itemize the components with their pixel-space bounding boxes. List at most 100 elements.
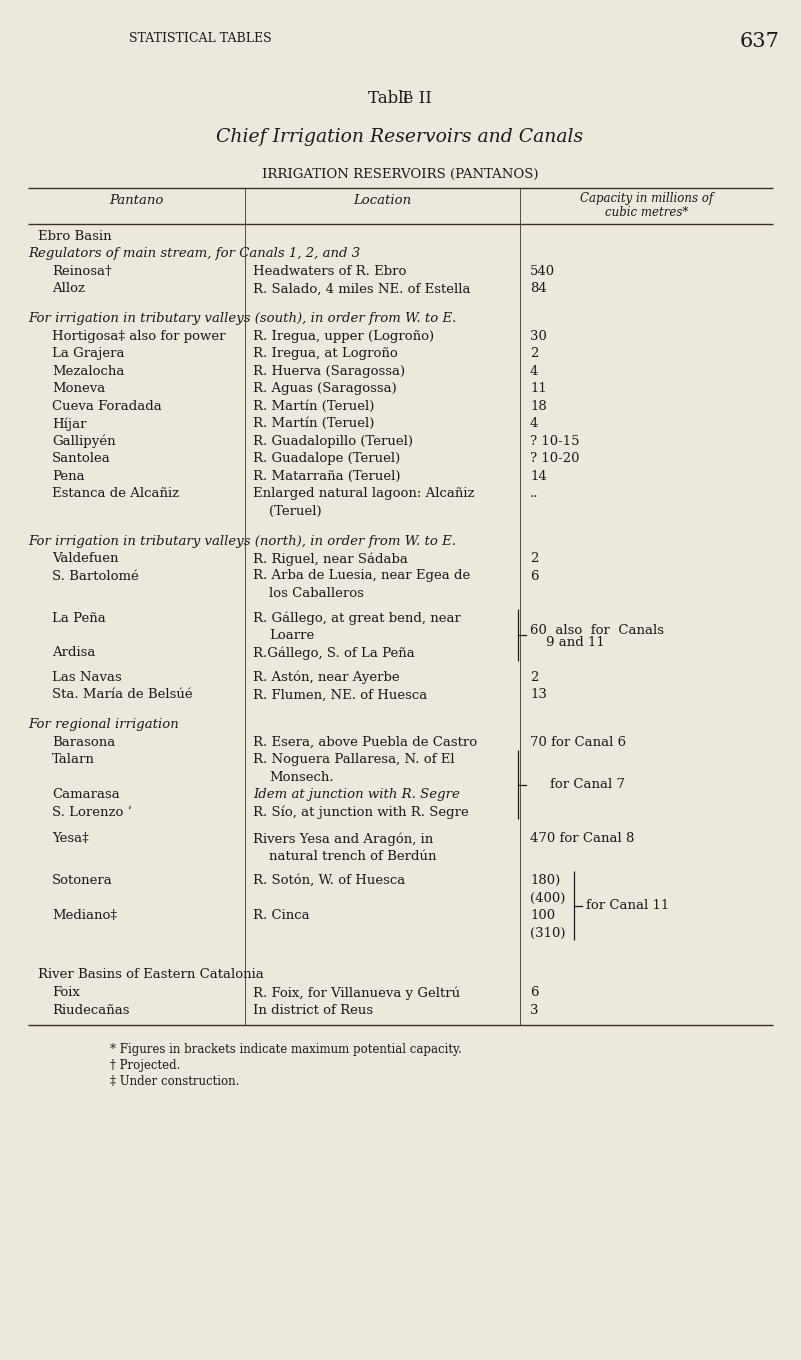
Text: Ardisa: Ardisa: [52, 646, 95, 660]
Text: R. Sotón, W. of Huesca: R. Sotón, W. of Huesca: [253, 874, 405, 887]
Text: R. Salado, 4 miles NE. of Estella: R. Salado, 4 miles NE. of Estella: [253, 283, 470, 295]
Text: 3: 3: [530, 1004, 538, 1016]
Text: Rivers Yesa and Aragón, in: Rivers Yesa and Aragón, in: [253, 832, 433, 846]
Text: La Grajera: La Grajera: [52, 347, 124, 360]
Text: T: T: [400, 90, 411, 107]
Text: R. Martín (Teruel): R. Martín (Teruel): [253, 418, 374, 430]
Text: 4: 4: [530, 418, 538, 430]
Text: 13: 13: [530, 688, 547, 702]
Text: 2: 2: [530, 670, 538, 684]
Text: R. Esera, above Puebla de Castro: R. Esera, above Puebla de Castro: [253, 736, 477, 749]
Text: La Peña: La Peña: [52, 612, 106, 624]
Text: R. Guadalopillo (Teruel): R. Guadalopillo (Teruel): [253, 435, 413, 447]
Text: ? 10-15: ? 10-15: [530, 435, 579, 447]
Text: 2: 2: [530, 347, 538, 360]
Text: R. Arba de Luesia, near Egea de: R. Arba de Luesia, near Egea de: [253, 570, 470, 582]
Text: STATISTICAL TABLES: STATISTICAL TABLES: [129, 33, 272, 45]
Text: R. Iregua, at Logroño: R. Iregua, at Logroño: [253, 347, 398, 360]
Text: 9 and 11: 9 and 11: [546, 636, 605, 650]
Text: Loarre: Loarre: [269, 628, 314, 642]
Text: Talarn: Talarn: [52, 753, 95, 766]
Text: Riudecañas: Riudecañas: [52, 1004, 130, 1016]
Text: S. Lorenzo ‘: S. Lorenzo ‘: [52, 805, 132, 819]
Text: R. Flumen, NE. of Huesca: R. Flumen, NE. of Huesca: [253, 688, 427, 702]
Text: For irrigation in tributary valleys (north), in order from W. to E.: For irrigation in tributary valleys (nor…: [28, 534, 456, 548]
Text: cubic metres*: cubic metres*: [605, 205, 688, 219]
Text: 2: 2: [530, 552, 538, 564]
Text: R. Guadalope (Teruel): R. Guadalope (Teruel): [253, 453, 400, 465]
Text: 6: 6: [530, 986, 538, 1000]
Text: Moneva: Moneva: [52, 382, 105, 396]
Text: R. Matarraña (Teruel): R. Matarraña (Teruel): [253, 469, 400, 483]
Text: 11: 11: [530, 382, 547, 396]
Text: 470 for Canal 8: 470 for Canal 8: [530, 832, 634, 845]
Text: (Teruel): (Teruel): [269, 505, 322, 518]
Text: Camarasa: Camarasa: [52, 789, 120, 801]
Text: R. Noguera Pallaresa, N. of El: R. Noguera Pallaresa, N. of El: [253, 753, 455, 766]
Text: Alloz: Alloz: [52, 283, 85, 295]
Text: R. Astón, near Ayerbe: R. Astón, near Ayerbe: [253, 670, 400, 684]
Text: Regulators of main stream, for Canals 1, 2, and 3: Regulators of main stream, for Canals 1,…: [28, 248, 360, 261]
Text: for Canal 11: for Canal 11: [586, 899, 670, 913]
Text: Mediano‡: Mediano‡: [52, 908, 117, 922]
Text: Pantano: Pantano: [109, 194, 163, 207]
Text: * Figures in brackets indicate maximum potential capacity.: * Figures in brackets indicate maximum p…: [110, 1043, 462, 1055]
Text: Híjar: Híjar: [52, 418, 87, 431]
Text: 637: 637: [740, 33, 780, 50]
Text: 6: 6: [530, 570, 538, 582]
Text: R.Gállego, S. of La Peña: R.Gállego, S. of La Peña: [253, 646, 415, 660]
Text: 60  also  for  Canals: 60 also for Canals: [530, 624, 664, 638]
Text: R. Foix, for Villanueva y Geltrú: R. Foix, for Villanueva y Geltrú: [253, 986, 460, 1000]
Text: Santolea: Santolea: [52, 453, 111, 465]
Text: 4: 4: [530, 364, 538, 378]
Text: Foix: Foix: [52, 986, 80, 1000]
Text: Mezalocha: Mezalocha: [52, 364, 124, 378]
Text: R. Riguel, near Sádaba: R. Riguel, near Sádaba: [253, 552, 408, 566]
Text: 70 for Canal 6: 70 for Canal 6: [530, 736, 626, 749]
Text: R. Martín (Teruel): R. Martín (Teruel): [253, 400, 374, 412]
Text: Location: Location: [353, 194, 412, 207]
Text: Cueva Foradada: Cueva Foradada: [52, 400, 162, 412]
Text: Valdefuen: Valdefuen: [52, 552, 119, 564]
Text: ? 10-20: ? 10-20: [530, 453, 579, 465]
Text: R. Sío, at junction with R. Segre: R. Sío, at junction with R. Segre: [253, 805, 469, 819]
Text: S. Bartolomé: S. Bartolomé: [52, 570, 139, 582]
Text: Hortigosa‡ also for power: Hortigosa‡ also for power: [52, 329, 226, 343]
Text: 84: 84: [530, 283, 547, 295]
Text: 14: 14: [530, 469, 547, 483]
Text: Reinosa†: Reinosa†: [52, 265, 112, 277]
Text: † Projected.: † Projected.: [110, 1059, 180, 1072]
Text: (310): (310): [530, 926, 566, 940]
Text: R. Cinca: R. Cinca: [253, 908, 310, 922]
Text: In district of Reus: In district of Reus: [253, 1004, 373, 1016]
Text: Table II: Table II: [368, 90, 432, 107]
Text: Capacity in millions of: Capacity in millions of: [580, 192, 713, 205]
Text: Sta. María de Belsúé: Sta. María de Belsúé: [52, 688, 192, 702]
Text: ..: ..: [530, 487, 538, 500]
Text: Ebro Basin: Ebro Basin: [38, 230, 111, 243]
Text: Las Navas: Las Navas: [52, 670, 122, 684]
Text: los Caballeros: los Caballeros: [269, 588, 364, 600]
Text: 30: 30: [530, 329, 547, 343]
Text: R. Gállego, at great bend, near: R. Gállego, at great bend, near: [253, 612, 461, 626]
Text: Gallipуén: Gallipуén: [52, 435, 115, 449]
Text: natural trench of Berdún: natural trench of Berdún: [269, 850, 437, 862]
Text: 540: 540: [530, 265, 555, 277]
Text: Pena: Pena: [52, 469, 85, 483]
Text: R. Huerva (Saragossa): R. Huerva (Saragossa): [253, 364, 405, 378]
Text: Monsech.: Monsech.: [269, 771, 334, 783]
Text: Enlarged natural lagoon: Alcañiz: Enlarged natural lagoon: Alcañiz: [253, 487, 474, 500]
Text: Chief Irrigation Reservoirs and Canals: Chief Irrigation Reservoirs and Canals: [216, 128, 584, 146]
Text: River Basins of Eastern Catalonia: River Basins of Eastern Catalonia: [38, 968, 264, 982]
Text: 18: 18: [530, 400, 547, 412]
Text: IRRIGATION RESERVOIRS (PANTANOS): IRRIGATION RESERVOIRS (PANTANOS): [262, 169, 538, 181]
Text: For regional irrigation: For regional irrigation: [28, 718, 179, 732]
Text: Idem at junction with R. Segre: Idem at junction with R. Segre: [253, 789, 460, 801]
Text: For irrigation in tributary valleys (south), in order from W. to E.: For irrigation in tributary valleys (sou…: [28, 313, 457, 325]
Text: 100: 100: [530, 908, 555, 922]
Text: ‡ Under construction.: ‡ Under construction.: [110, 1074, 239, 1088]
Text: (400): (400): [530, 892, 566, 904]
Text: Sotonera: Sotonera: [52, 874, 113, 887]
Text: R. Aguas (Saragossa): R. Aguas (Saragossa): [253, 382, 396, 396]
Text: R. Iregua, upper (Logroño): R. Iregua, upper (Logroño): [253, 329, 434, 343]
